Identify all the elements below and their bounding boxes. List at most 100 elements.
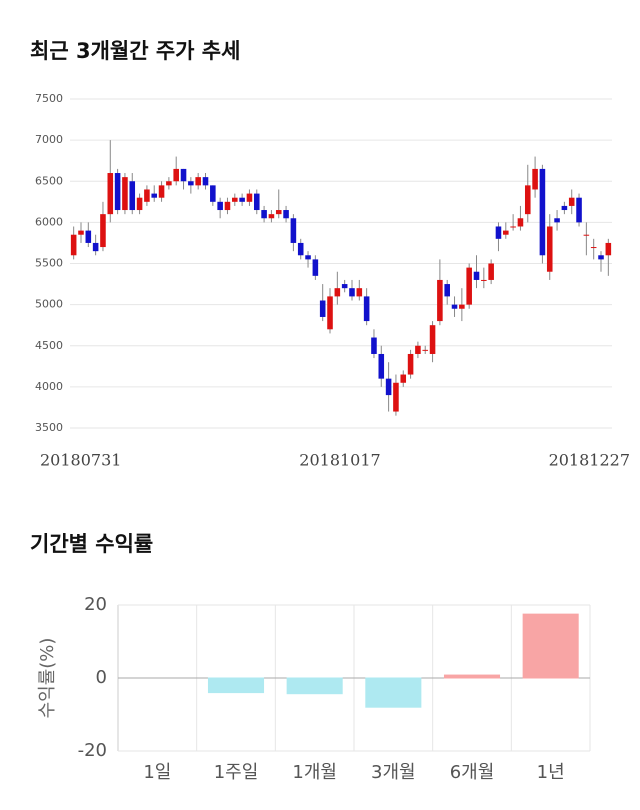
y-tick-label: 4500	[35, 339, 63, 352]
candle-body	[590, 247, 597, 249]
candle-body	[510, 226, 516, 228]
x-tick-label: 20181227	[549, 451, 630, 470]
y-tick-label: 6500	[35, 174, 63, 187]
candle-body	[114, 173, 121, 211]
candle-body	[129, 181, 136, 211]
candle-body	[312, 259, 319, 276]
candle-body	[415, 345, 421, 354]
candle-body	[275, 210, 282, 215]
y-tick-label: 6000	[35, 215, 63, 228]
candle-body	[546, 226, 553, 272]
candle-body	[429, 325, 436, 354]
candle-body	[100, 214, 106, 248]
candle-body	[70, 234, 77, 256]
candle-body	[349, 288, 355, 297]
candle-body	[517, 218, 524, 227]
candle-body	[297, 242, 304, 256]
candle-body	[481, 279, 487, 281]
candle-body	[393, 382, 399, 412]
candle-body	[202, 177, 209, 186]
y-tick-label: 4000	[35, 380, 63, 393]
y-tick-label: 0	[96, 667, 107, 688]
y-tick-label: 5500	[35, 257, 63, 270]
x-tick-label: 1주일	[214, 762, 259, 783]
x-tick-label: 6개월	[450, 762, 495, 783]
candle-body	[136, 197, 143, 211]
x-tick-label: 20181017	[299, 451, 380, 470]
candle-body	[217, 201, 223, 211]
candle-body	[576, 197, 582, 223]
candle-body	[195, 177, 201, 186]
x-tick-label: 1일	[143, 762, 171, 783]
candle-body	[239, 197, 245, 202]
candle-body	[539, 168, 546, 256]
candle-body	[158, 185, 165, 198]
chart-title: 최근 3개월간 주가 추세	[30, 39, 240, 63]
candle-body	[268, 214, 275, 219]
candle-body	[605, 242, 612, 256]
candle-body	[407, 353, 414, 375]
y-axis-label: 수익률(%)	[37, 638, 58, 719]
candle-body	[378, 353, 385, 379]
candle-body	[166, 181, 172, 186]
candle-body	[524, 185, 531, 215]
y-tick-label: 3500	[35, 421, 63, 434]
candle-body	[305, 255, 311, 260]
x-tick-label: 20180731	[40, 451, 121, 470]
candle-body	[371, 337, 377, 354]
candle-body	[466, 267, 472, 305]
candle-body	[488, 263, 494, 280]
candle-body	[400, 374, 407, 383]
candle-body	[451, 304, 458, 309]
candle-body	[459, 304, 465, 309]
candle-body	[290, 218, 297, 243]
candle-body	[568, 197, 575, 206]
candle-body	[188, 181, 194, 186]
candle-body	[554, 218, 560, 223]
candle-body	[173, 168, 179, 182]
candle-body	[224, 201, 231, 211]
candle-body	[503, 230, 509, 235]
candle-body	[583, 234, 590, 236]
candle-body	[561, 205, 568, 211]
y-tick-label: 7000	[35, 133, 63, 146]
candle-body	[78, 230, 84, 235]
candle-body	[385, 378, 392, 396]
candle-body	[473, 271, 480, 280]
candle-body	[122, 177, 128, 211]
bar	[522, 613, 579, 679]
x-tick-label: 1개월	[292, 762, 337, 783]
y-tick-label: -20	[78, 740, 107, 761]
bar	[365, 677, 422, 708]
candle-body	[422, 349, 429, 351]
candle-body	[283, 210, 289, 219]
bar	[443, 674, 501, 679]
y-tick-label: 20	[84, 594, 107, 615]
candle-body	[85, 230, 92, 243]
y-tick-label: 7500	[35, 92, 63, 105]
candle-body	[246, 193, 253, 202]
candle-body	[319, 300, 326, 317]
y-tick-label: 5000	[35, 298, 63, 311]
candle-body	[144, 189, 150, 202]
candle-body	[363, 296, 370, 322]
candle-body	[107, 173, 114, 215]
candle-body	[444, 284, 450, 297]
candle-body	[334, 288, 341, 297]
candle-body	[253, 193, 260, 211]
candle-body	[327, 296, 333, 330]
chart-title: 기간별 수익률	[30, 532, 153, 556]
x-tick-label: 1년	[537, 762, 565, 783]
candle-body	[341, 284, 348, 289]
candle-body	[232, 197, 238, 202]
x-tick-label: 3개월	[371, 762, 416, 783]
bar	[207, 677, 265, 694]
candle-body	[261, 210, 267, 219]
candle-body	[598, 255, 604, 260]
candle-body	[495, 226, 502, 239]
candle-body	[437, 279, 443, 322]
candle-body	[92, 242, 99, 252]
candle-body	[151, 193, 158, 198]
candle-body	[180, 168, 187, 182]
